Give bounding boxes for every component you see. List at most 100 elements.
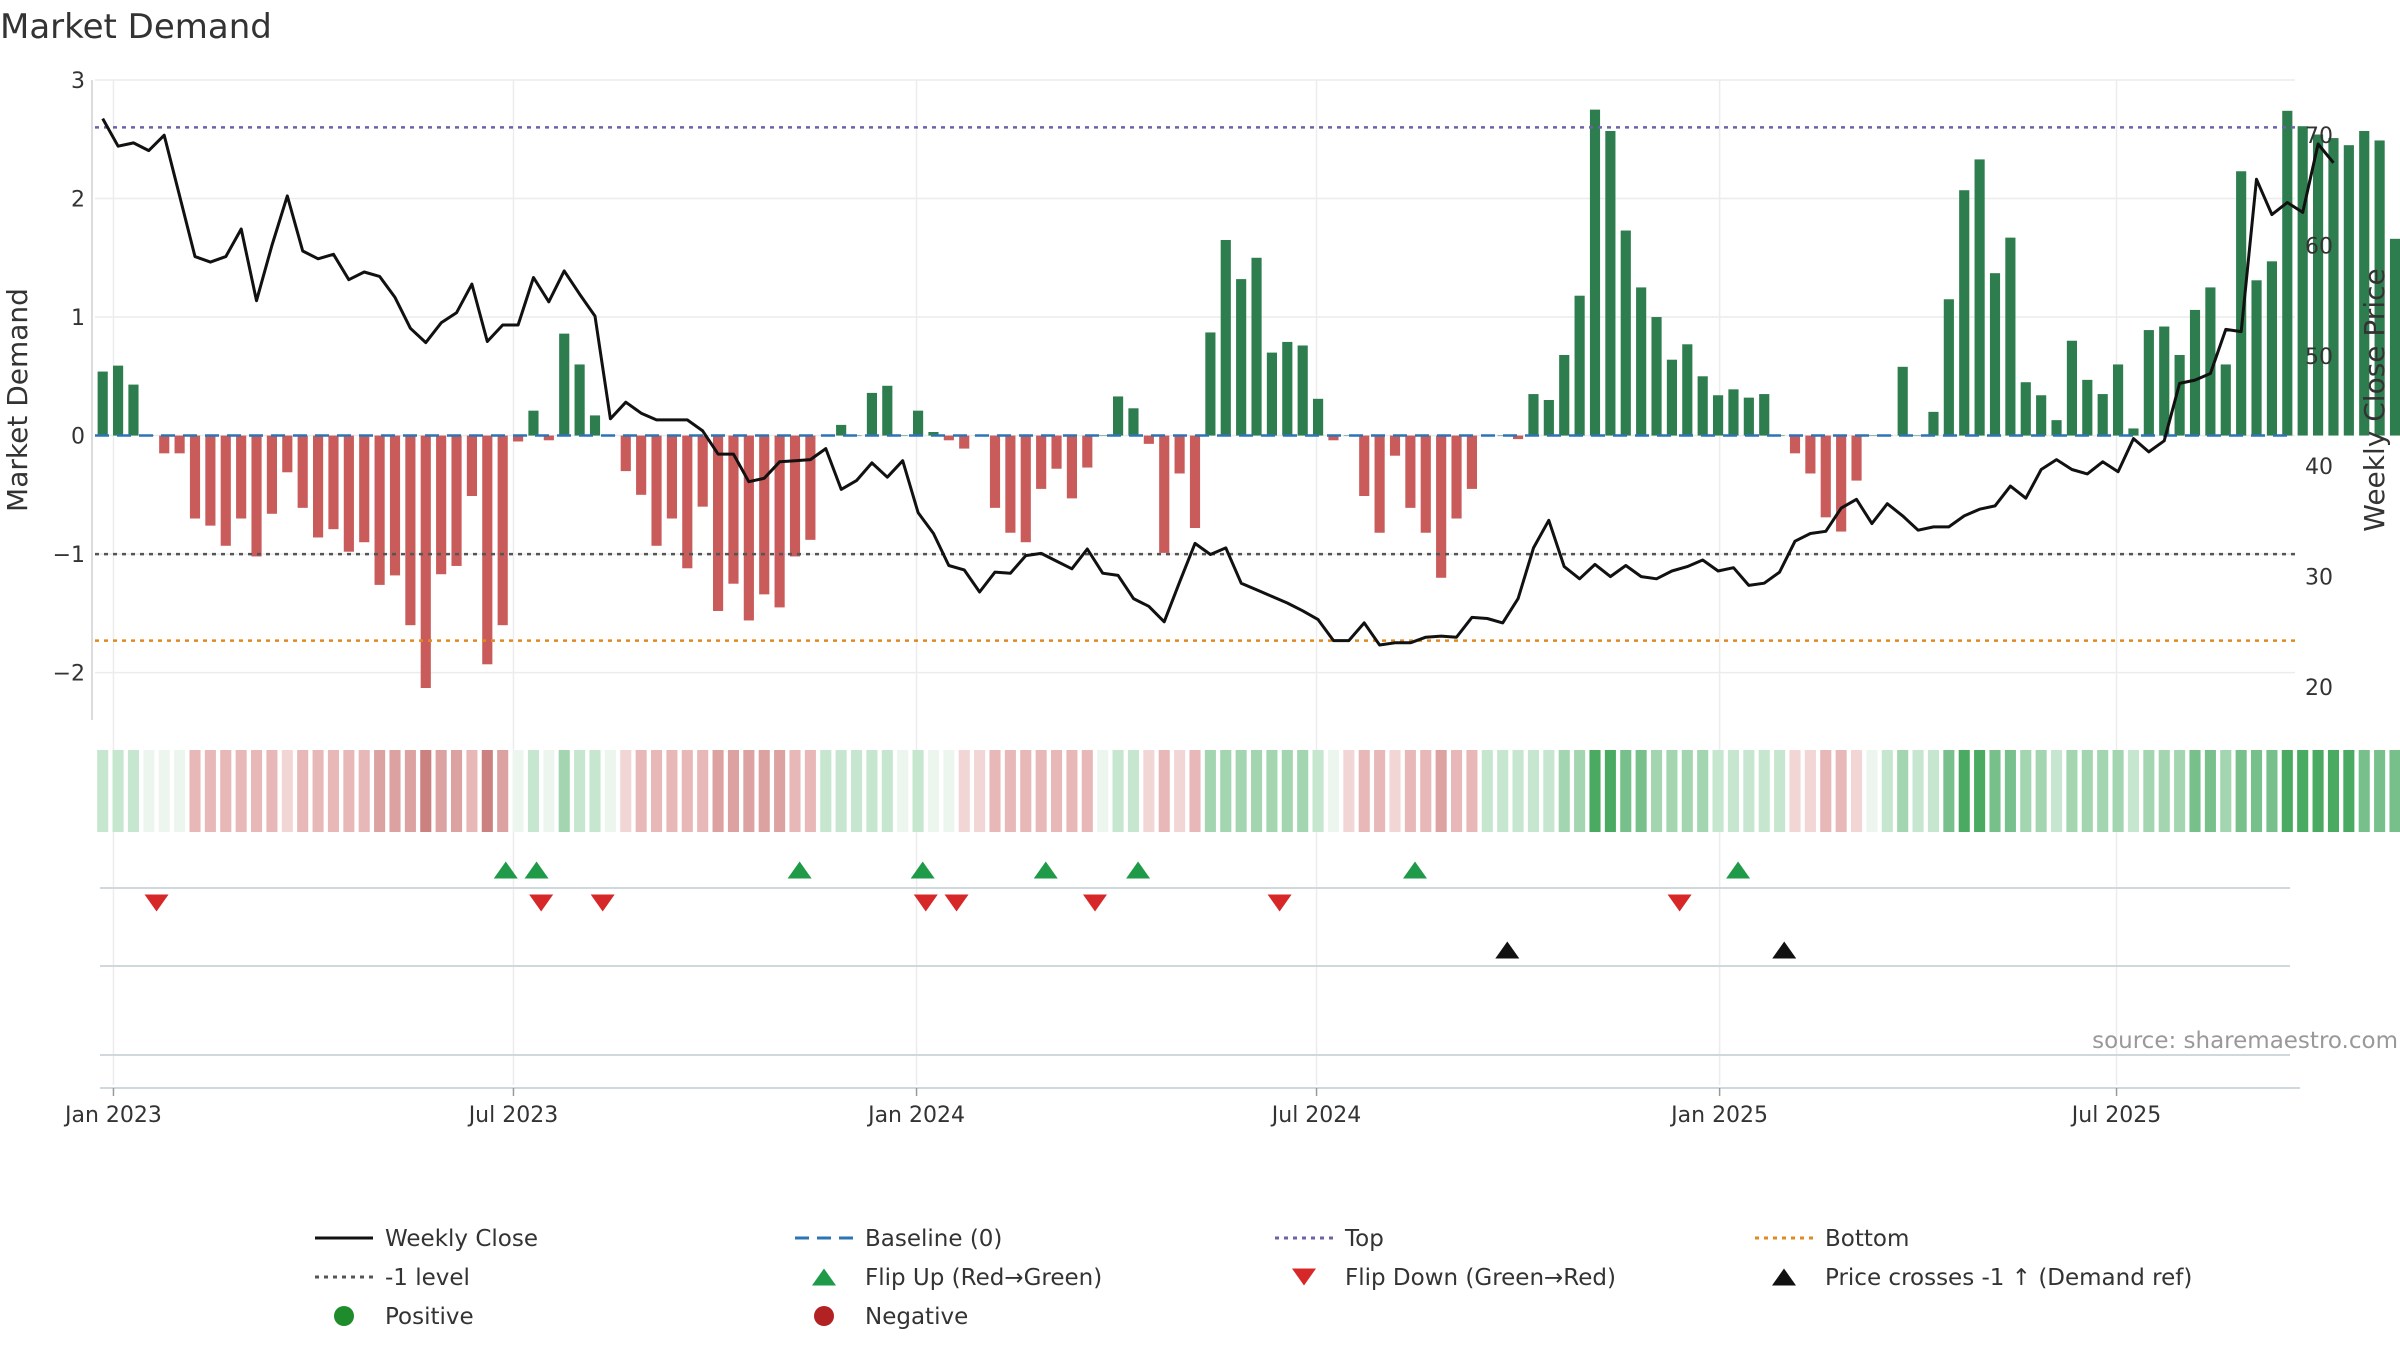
demand-strip-cell xyxy=(635,750,647,832)
demand-bar xyxy=(1943,299,1954,436)
y2-tick-label: 30 xyxy=(2305,566,2333,591)
demand-strip-cell xyxy=(1497,750,1509,832)
demand-bar xyxy=(1697,376,1708,436)
demand-bar xyxy=(620,435,631,472)
demand-strip-cell xyxy=(435,750,447,832)
demand-strip-cell xyxy=(697,750,709,832)
demand-bar xyxy=(420,435,431,688)
legend-swatch-triangle xyxy=(812,1268,836,1286)
demand-strip-cell xyxy=(2374,750,2386,832)
demand-bar xyxy=(2266,261,2277,436)
y2-tick-label: 40 xyxy=(2305,455,2333,480)
demand-bar xyxy=(1759,394,1770,436)
demand-strip-cell xyxy=(1697,750,1709,832)
demand-strip-cell xyxy=(1266,750,1278,832)
demand-strip-cell xyxy=(1297,750,1309,832)
demand-strip-cell xyxy=(1789,750,1801,832)
demand-bar xyxy=(1559,354,1570,436)
flip-down-marker xyxy=(1267,894,1292,912)
demand-bar xyxy=(2159,326,2170,436)
demand-bar xyxy=(559,333,570,436)
demand-strip-cell xyxy=(466,750,478,832)
legend-label: Baseline (0) xyxy=(865,1226,1002,1252)
demand-strip-cell xyxy=(2066,750,2078,832)
demand-bar xyxy=(1236,279,1247,436)
demand-strip-cell xyxy=(1004,750,1016,832)
demand-bar xyxy=(713,435,724,611)
demand-strip-cell xyxy=(1989,750,2001,832)
y-tick-label: 3 xyxy=(71,69,85,94)
demand-strip-cell xyxy=(1051,750,1063,832)
demand-bar xyxy=(2020,382,2031,436)
demand-bar xyxy=(1205,332,1216,436)
demand-bar xyxy=(1343,435,1354,437)
demand-strip-cell xyxy=(1958,750,1970,832)
legend-item: Negative xyxy=(814,1304,968,1330)
demand-strip-cell xyxy=(374,750,386,832)
demand-strip-cell xyxy=(1558,750,1570,832)
demand-bar xyxy=(451,435,462,566)
demand-bar xyxy=(2374,140,2385,436)
demand-bar xyxy=(1820,435,1831,518)
demand-strip-cell xyxy=(1804,750,1816,832)
demand-bar xyxy=(359,435,370,543)
demand-strip-cell xyxy=(974,750,986,832)
demand-bar xyxy=(1589,109,1601,436)
demand-strip-cell xyxy=(1927,750,1939,832)
demand-bar xyxy=(189,435,201,519)
demand-strip-cell xyxy=(1835,750,1847,832)
legend-label: Top xyxy=(1344,1226,1384,1252)
demand-bar xyxy=(297,435,308,508)
demand-strip-cell xyxy=(1097,750,1109,832)
demand-strip-cell xyxy=(266,750,278,832)
demand-strip-cell xyxy=(2220,750,2232,832)
demand-strip-cell xyxy=(112,750,124,832)
demand-strip-cell xyxy=(943,750,955,832)
demand-bar xyxy=(651,435,662,546)
demand-bar xyxy=(97,371,108,436)
demand-bar xyxy=(666,435,677,519)
demand-strip-cell xyxy=(1727,750,1739,832)
source-note: source: sharemaestro.com xyxy=(2092,1028,2398,1054)
demand-strip-cell xyxy=(989,750,1001,832)
y-tick-label: 0 xyxy=(71,425,85,450)
demand-bar xyxy=(1682,344,1693,436)
demand-strip-cell xyxy=(527,750,539,832)
demand-strip-cell xyxy=(1174,750,1186,832)
x-tick-label: Jan 2023 xyxy=(63,1103,162,1128)
demand-bar xyxy=(2328,138,2339,436)
demand-strip-cell xyxy=(958,750,970,832)
demand-bar xyxy=(1928,411,1939,436)
legend-item: Price crosses -1 ↑ (Demand ref) xyxy=(1772,1265,2192,1291)
demand-bar xyxy=(128,384,139,436)
demand-bar xyxy=(1036,435,1047,489)
demand-bar xyxy=(1420,435,1431,533)
demand-bar xyxy=(1297,345,1308,436)
demand-strip-cell xyxy=(1374,750,1386,832)
demand-strip-cell xyxy=(343,750,355,832)
demand-bar xyxy=(282,435,293,473)
demand-strip-cell xyxy=(1758,750,1770,832)
demand-strip-cell xyxy=(2266,750,2278,832)
demand-bar xyxy=(2189,309,2201,436)
demand-strip-cell xyxy=(727,750,739,832)
demand-strip-cell xyxy=(666,750,678,832)
demand-strip-cell xyxy=(2174,750,2186,832)
demand-strip-cell xyxy=(251,750,263,832)
demand-strip-cell xyxy=(2281,750,2293,832)
demand-bar xyxy=(2297,126,2308,436)
demand-strip-cell xyxy=(1389,750,1401,832)
demand-bar xyxy=(1266,352,1277,436)
demand-bar xyxy=(374,435,385,585)
demand-strip-cell xyxy=(574,750,586,832)
demand-strip-cell xyxy=(204,750,216,832)
demand-bar xyxy=(1666,359,1677,436)
demand-strip-cell xyxy=(2327,750,2339,832)
x-tick-label: Jan 2025 xyxy=(1669,1103,1768,1128)
legend-item: Baseline (0) xyxy=(795,1226,1002,1252)
demand-strip xyxy=(97,750,2400,832)
demand-strip-cell xyxy=(143,750,155,832)
demand-bar xyxy=(1389,435,1401,456)
demand-strip-cell xyxy=(851,750,863,832)
demand-strip-cell xyxy=(1897,750,1909,832)
